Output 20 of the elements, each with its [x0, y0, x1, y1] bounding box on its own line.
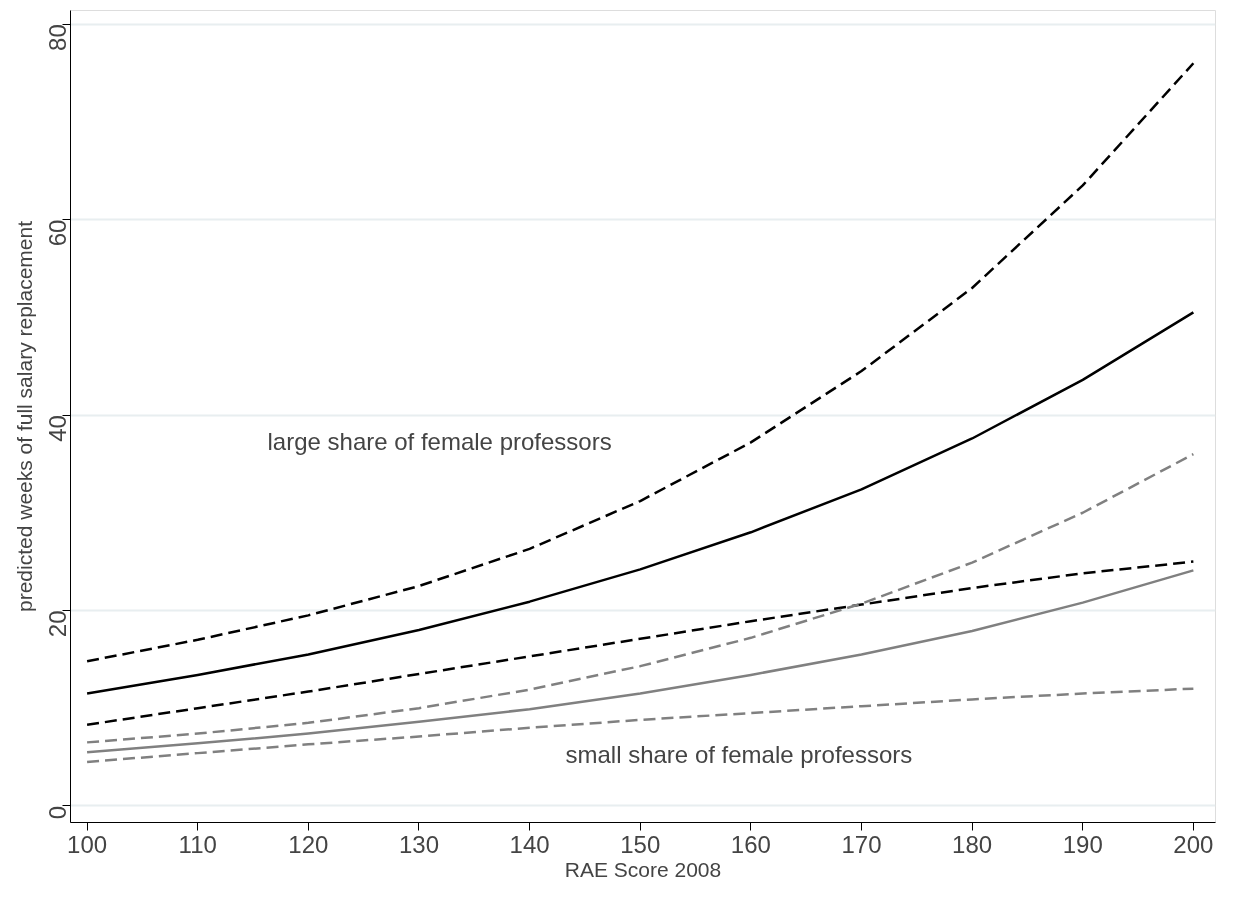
y-tick-label: 80 [44, 24, 71, 51]
x-tick-label: 140 [509, 830, 550, 858]
x-tick-label: 170 [841, 830, 882, 858]
annotation: small share of female professors [565, 741, 913, 768]
x-tick-label: 160 [730, 830, 771, 858]
y-tick-label: 60 [44, 219, 71, 247]
x-tick-label: 100 [67, 830, 108, 858]
y-axis-title: predicted weeks of full salary replacement [12, 220, 36, 613]
x-axis-title: RAE Score 2008 [564, 857, 722, 881]
y-tick-label: 0 [44, 805, 71, 820]
x-tick-label: 180 [952, 830, 993, 858]
x-tick-label: 190 [1062, 830, 1103, 858]
x-tick-label: 110 [178, 830, 217, 858]
annotation: large share of female professors [267, 428, 612, 455]
y-tick-label: 20 [44, 610, 71, 638]
x-tick-label: 200 [1173, 830, 1214, 858]
y-tick-label: 40 [44, 415, 71, 442]
x-tick-label: 130 [398, 830, 439, 858]
x-tick-label: 150 [620, 830, 661, 858]
x-tick-label: 120 [288, 830, 329, 858]
